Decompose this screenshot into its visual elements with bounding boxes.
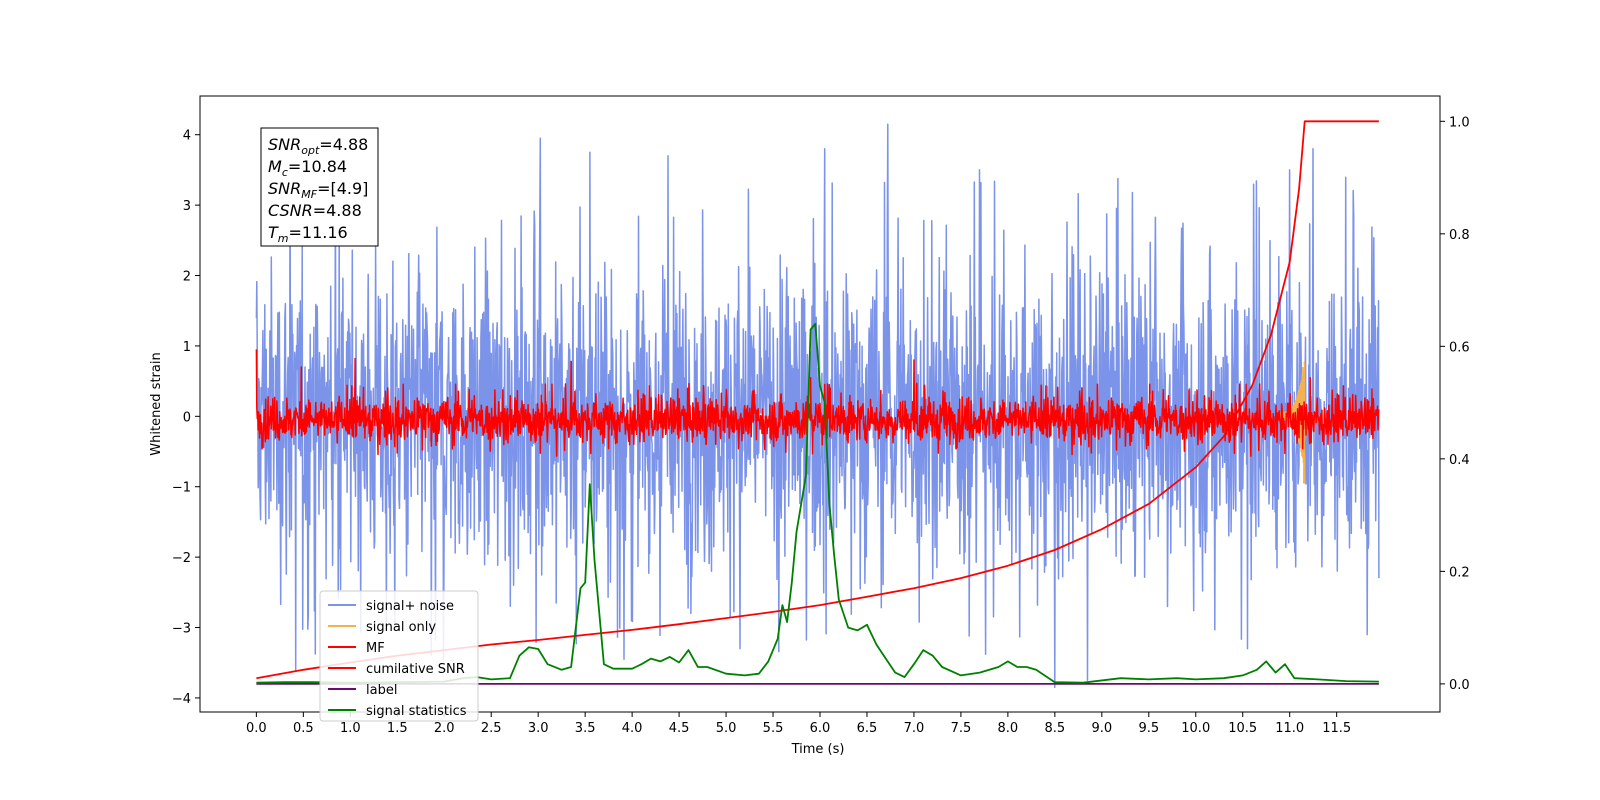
x-tick-label: 9.5 bbox=[1138, 721, 1159, 736]
x-tick-label: 6.0 bbox=[810, 721, 831, 736]
x-tick-label: 4.5 bbox=[669, 721, 690, 736]
x-tick-label: 2.5 bbox=[481, 721, 502, 736]
x-tick-label: 8.5 bbox=[1045, 721, 1066, 736]
x-tick-label: 4.0 bbox=[622, 721, 643, 736]
series-line-signal-only bbox=[1279, 361, 1306, 484]
y-axis-ticks: −4 −3 −2 −1 0 1 2 3 4 bbox=[172, 129, 200, 707]
annotation-line: Mc=10.84 bbox=[268, 157, 347, 179]
x-tick-label: 10.0 bbox=[1181, 721, 1210, 736]
legend-label-signal-noise: signal+ noise bbox=[366, 599, 454, 614]
x-tick-label: 3.5 bbox=[575, 721, 596, 736]
legend-label-mf: MF bbox=[366, 641, 385, 656]
legend-label-signal-statistics: signal statistics bbox=[366, 704, 467, 719]
y-tick-label: 3 bbox=[183, 199, 191, 214]
y-tick-label: −4 bbox=[172, 692, 191, 707]
x-tick-label: 11.5 bbox=[1322, 721, 1351, 736]
y-tick-label: −3 bbox=[172, 622, 191, 637]
x-tick-label: 7.0 bbox=[904, 721, 925, 736]
x-tick-label: 3.0 bbox=[528, 721, 549, 736]
legend-label-signal-only: signal only bbox=[366, 620, 436, 635]
x-axis-label: Time (s) bbox=[791, 742, 845, 757]
series-line-mf bbox=[255, 349, 1380, 457]
y2-axis-ticks: 0.0 0.2 0.4 0.6 0.8 1.0 bbox=[1440, 115, 1470, 693]
x-tick-label: 5.5 bbox=[763, 721, 784, 736]
y-tick-label: 1 bbox=[183, 340, 191, 355]
x-axis-ticks: 0.0 0.5 1.0 1.5 2.0 2.5 3.0 3.5 4.0 4.5 5.0 5.5 6.0 6… bbox=[246, 712, 1351, 736]
annotation-line: SNRopt=4.88 bbox=[268, 135, 368, 157]
series-signal-statistics bbox=[256, 322, 1379, 684]
y-tick-label: −1 bbox=[172, 481, 191, 496]
y-axis-label: Whitened strain bbox=[149, 352, 164, 455]
legend-label-label: label bbox=[366, 683, 397, 698]
annotation-line: SNRMF=[4.9] bbox=[268, 179, 368, 201]
x-tick-label: 2.0 bbox=[434, 721, 455, 736]
y2-tick-label: 0.8 bbox=[1449, 228, 1470, 243]
y2-tick-label: 0.0 bbox=[1449, 678, 1470, 693]
y-tick-label: 2 bbox=[183, 270, 191, 285]
annotation-line: Tm=11.16 bbox=[268, 223, 348, 245]
x-tick-label: 5.0 bbox=[716, 721, 737, 736]
series-signal-only bbox=[1279, 361, 1306, 484]
x-tick-label: 1.0 bbox=[340, 721, 361, 736]
x-tick-label: 11.0 bbox=[1275, 721, 1304, 736]
x-tick-label: 7.5 bbox=[951, 721, 972, 736]
y2-tick-label: 0.6 bbox=[1449, 340, 1470, 355]
x-tick-label: 9.0 bbox=[1091, 721, 1112, 736]
legend: signal+ noise signal only MF cumilative SNR… bbox=[319, 590, 479, 722]
x-tick-label: 8.0 bbox=[998, 721, 1019, 736]
y2-tick-label: 0.4 bbox=[1449, 453, 1470, 468]
x-tick-label: 6.5 bbox=[857, 721, 878, 736]
x-tick-label: 10.5 bbox=[1228, 721, 1257, 736]
series-line-signal-statistics bbox=[256, 322, 1379, 684]
x-tick-label: 1.5 bbox=[387, 721, 408, 736]
series-mf bbox=[255, 349, 1380, 457]
y-tick-label: −2 bbox=[172, 551, 191, 566]
y2-tick-label: 0.2 bbox=[1449, 565, 1470, 580]
annotation-line: CSNR=4.88 bbox=[268, 201, 362, 220]
y-tick-label: 0 bbox=[183, 410, 191, 425]
legend-label-cumilative-snr: cumilative SNR bbox=[366, 662, 465, 677]
x-tick-label: 0.5 bbox=[293, 721, 314, 736]
y2-tick-label: 1.0 bbox=[1449, 115, 1470, 130]
x-tick-label: 0.0 bbox=[246, 721, 267, 736]
y-tick-label: 4 bbox=[183, 129, 191, 144]
